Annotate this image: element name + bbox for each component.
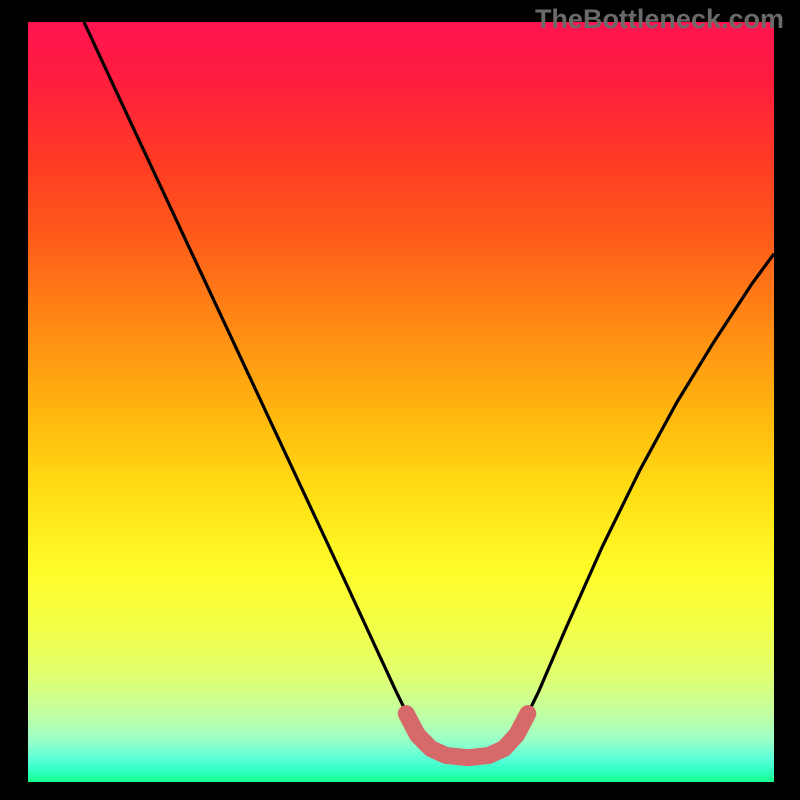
chart-container: TheBottleneck.com	[0, 0, 800, 800]
gradient-background	[28, 22, 774, 782]
plot-area	[28, 22, 774, 782]
watermark-text: TheBottleneck.com	[535, 4, 784, 35]
